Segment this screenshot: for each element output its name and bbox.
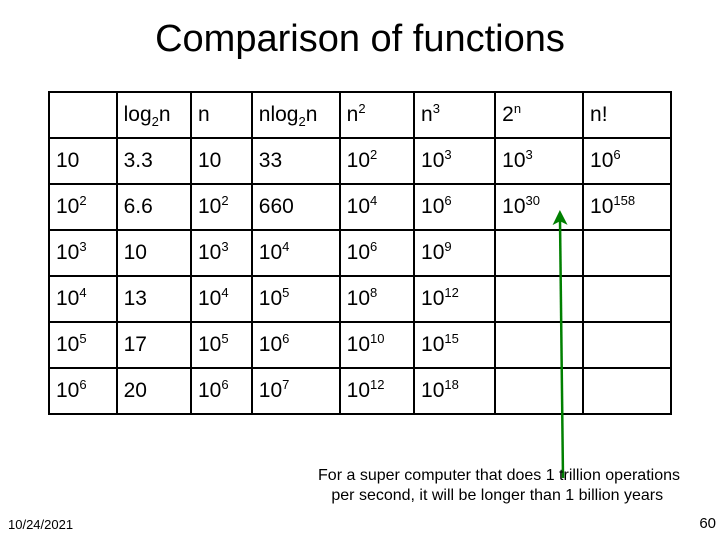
col-header-7: n! <box>583 92 671 138</box>
table-cell: 10158 <box>583 184 671 230</box>
table-cell: 17 <box>117 322 191 368</box>
table-row: 1051710510610101015 <box>49 322 671 368</box>
table-cell: 106 <box>583 138 671 184</box>
table-cell: 105 <box>191 322 252 368</box>
table-row: 1026.6102660104106103010158 <box>49 184 671 230</box>
table-cell: 20 <box>117 368 191 414</box>
slide-date: 10/24/2021 <box>8 517 73 532</box>
table-cell: 102 <box>340 138 414 184</box>
table-cell: 1010 <box>340 322 414 368</box>
table-body: 103.310331021031031061026.61026601041061… <box>49 138 671 414</box>
table-cell: 3.3 <box>117 138 191 184</box>
col-header-1: log2n <box>117 92 191 138</box>
table-cell: 103 <box>495 138 583 184</box>
table-row: 103.31033102103103106 <box>49 138 671 184</box>
table-cell: 1030 <box>495 184 583 230</box>
table-cell: 33 <box>252 138 340 184</box>
col-header-5: n3 <box>414 92 495 138</box>
table-cell <box>495 230 583 276</box>
table-cell: 109 <box>414 230 495 276</box>
table-cell: 104 <box>49 276 117 322</box>
comparison-table-wrap: log2nnnlog2nn2n32nn! 103.310331021031031… <box>48 91 672 415</box>
col-header-0 <box>49 92 117 138</box>
table-cell: 13 <box>117 276 191 322</box>
table-cell: 104 <box>252 230 340 276</box>
table-cell: 10 <box>49 138 117 184</box>
table-cell: 105 <box>252 276 340 322</box>
table-cell <box>495 322 583 368</box>
table-cell: 6.6 <box>117 184 191 230</box>
table-cell: 106 <box>252 322 340 368</box>
table-cell: 106 <box>191 368 252 414</box>
caption-line2: per second, it will be longer than 1 bil… <box>331 487 663 504</box>
table-row: 10310103104106109 <box>49 230 671 276</box>
caption-line1: For a super computer that does 1 trillio… <box>318 467 680 484</box>
table-cell: 104 <box>340 184 414 230</box>
table-cell: 108 <box>340 276 414 322</box>
comparison-table: log2nnnlog2nn2n32nn! 103.310331021031031… <box>48 91 672 415</box>
table-cell: 103 <box>414 138 495 184</box>
table-cell: 1012 <box>340 368 414 414</box>
table-cell <box>583 368 671 414</box>
table-cell: 106 <box>49 368 117 414</box>
table-cell: 105 <box>49 322 117 368</box>
table-cell: 102 <box>191 184 252 230</box>
col-header-2: n <box>191 92 252 138</box>
table-row: 1062010610710121018 <box>49 368 671 414</box>
table-row: 104131041051081012 <box>49 276 671 322</box>
table-cell: 106 <box>340 230 414 276</box>
caption-text: For a super computer that does 1 trillio… <box>318 466 680 506</box>
table-cell <box>583 276 671 322</box>
table-cell: 10 <box>117 230 191 276</box>
col-header-4: n2 <box>340 92 414 138</box>
table-header: log2nnnlog2nn2n32nn! <box>49 92 671 138</box>
table-cell: 104 <box>191 276 252 322</box>
col-header-3: nlog2n <box>252 92 340 138</box>
table-cell: 1018 <box>414 368 495 414</box>
table-cell: 660 <box>252 184 340 230</box>
table-cell: 103 <box>191 230 252 276</box>
table-cell: 1015 <box>414 322 495 368</box>
col-header-6: 2n <box>495 92 583 138</box>
page-title: Comparison of functions <box>0 18 720 61</box>
table-cell: 102 <box>49 184 117 230</box>
table-cell <box>583 322 671 368</box>
table-cell: 107 <box>252 368 340 414</box>
table-cell <box>583 230 671 276</box>
table-cell: 10 <box>191 138 252 184</box>
table-cell <box>495 276 583 322</box>
table-cell <box>495 368 583 414</box>
table-cell: 103 <box>49 230 117 276</box>
slide: Comparison of functions log2nnnlog2nn2n3… <box>0 0 720 540</box>
table-cell: 106 <box>414 184 495 230</box>
table-cell: 1012 <box>414 276 495 322</box>
page-number: 60 <box>699 515 716 532</box>
